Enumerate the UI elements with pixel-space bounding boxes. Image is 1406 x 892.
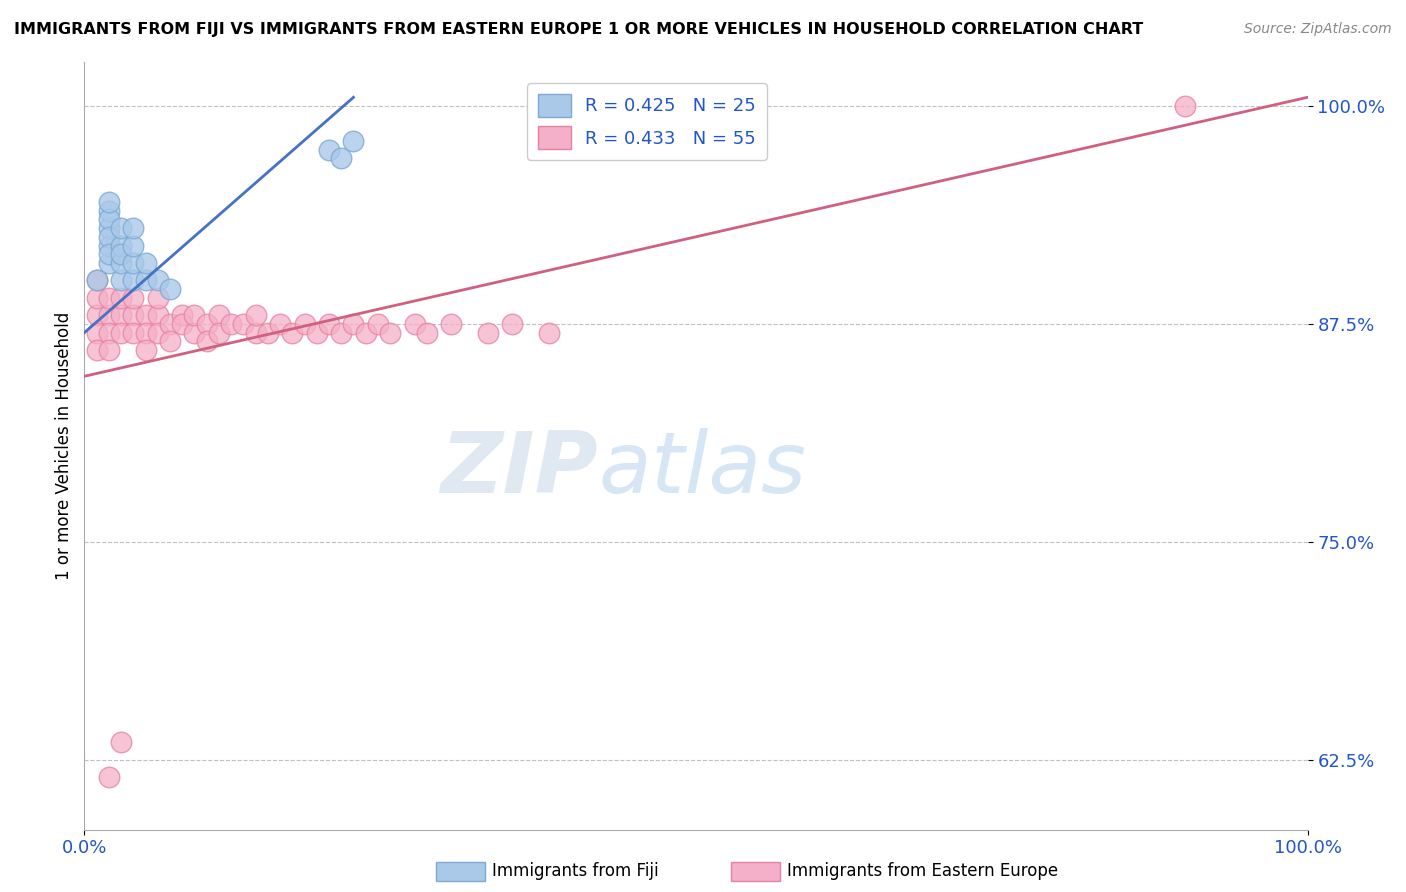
Point: [245, 308, 267, 322]
Point: [110, 735, 132, 749]
Point: [367, 317, 389, 331]
Point: [122, 221, 145, 235]
Point: [294, 317, 316, 331]
Point: [97, 326, 120, 340]
Point: [110, 326, 132, 340]
Point: [257, 326, 280, 340]
Point: [122, 291, 145, 305]
Point: [97, 291, 120, 305]
Point: [281, 326, 304, 340]
Point: [146, 326, 169, 340]
Point: [135, 326, 157, 340]
Point: [122, 326, 145, 340]
Point: [97, 212, 120, 227]
Point: [440, 317, 463, 331]
Point: [110, 221, 132, 235]
Point: [1174, 99, 1197, 113]
Point: [342, 317, 364, 331]
Point: [159, 282, 181, 296]
Point: [159, 334, 181, 349]
Point: [122, 273, 145, 287]
Point: [416, 326, 439, 340]
Point: [97, 256, 120, 270]
Point: [146, 291, 169, 305]
Point: [172, 308, 194, 322]
Point: [97, 247, 120, 261]
Point: [97, 221, 120, 235]
Point: [159, 317, 181, 331]
Point: [135, 256, 157, 270]
Text: Immigrants from Fiji: Immigrants from Fiji: [492, 863, 659, 880]
Point: [195, 317, 218, 331]
Point: [219, 317, 242, 331]
Point: [318, 317, 340, 331]
Point: [110, 256, 132, 270]
Point: [110, 291, 132, 305]
Point: [122, 256, 145, 270]
Text: IMMIGRANTS FROM FIJI VS IMMIGRANTS FROM EASTERN EUROPE 1 OR MORE VEHICLES IN HOU: IMMIGRANTS FROM FIJI VS IMMIGRANTS FROM …: [14, 22, 1143, 37]
Point: [86, 343, 108, 357]
Point: [86, 326, 108, 340]
Point: [330, 326, 353, 340]
Point: [146, 273, 169, 287]
Point: [110, 238, 132, 252]
Point: [330, 151, 353, 165]
Point: [135, 308, 157, 322]
Point: [97, 203, 120, 218]
Text: Immigrants from Eastern Europe: Immigrants from Eastern Europe: [787, 863, 1059, 880]
Point: [208, 326, 231, 340]
Point: [477, 326, 499, 340]
Point: [97, 343, 120, 357]
Point: [502, 317, 524, 331]
Point: [86, 273, 108, 287]
Point: [269, 317, 291, 331]
Text: atlas: atlas: [598, 427, 806, 510]
Point: [183, 308, 205, 322]
Legend: R = 0.425   N = 25, R = 0.433   N = 55: R = 0.425 N = 25, R = 0.433 N = 55: [527, 83, 766, 160]
Point: [208, 308, 231, 322]
Point: [97, 770, 120, 784]
Y-axis label: 1 or more Vehicles in Household: 1 or more Vehicles in Household: [55, 312, 73, 580]
Point: [172, 317, 194, 331]
Point: [342, 134, 364, 148]
Point: [354, 326, 377, 340]
Point: [404, 317, 426, 331]
Point: [86, 273, 108, 287]
Point: [538, 326, 561, 340]
Point: [305, 326, 328, 340]
Point: [146, 308, 169, 322]
Point: [122, 308, 145, 322]
Text: ZIP: ZIP: [440, 427, 598, 510]
Point: [86, 308, 108, 322]
Point: [110, 247, 132, 261]
Point: [97, 238, 120, 252]
Text: Source: ZipAtlas.com: Source: ZipAtlas.com: [1244, 22, 1392, 37]
Point: [245, 326, 267, 340]
Point: [86, 291, 108, 305]
Point: [110, 308, 132, 322]
Point: [97, 194, 120, 209]
Point: [135, 273, 157, 287]
Point: [97, 229, 120, 244]
Point: [195, 334, 218, 349]
Point: [318, 143, 340, 157]
Point: [97, 308, 120, 322]
Point: [380, 326, 402, 340]
Point: [122, 238, 145, 252]
Point: [183, 326, 205, 340]
Point: [232, 317, 254, 331]
Point: [135, 343, 157, 357]
Point: [110, 273, 132, 287]
